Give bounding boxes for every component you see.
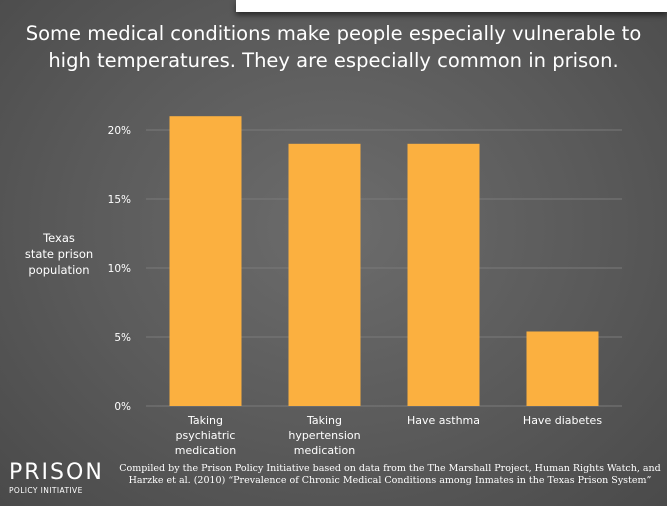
- bar: [169, 116, 242, 406]
- y-axis-label: Texas state prison population: [24, 230, 94, 278]
- bar: [526, 331, 599, 406]
- y-tick-label: 20%: [108, 125, 131, 137]
- bar: [407, 143, 480, 407]
- y-tick-label: 0%: [114, 401, 131, 413]
- chart-title: Some medical conditions make people espe…: [0, 20, 667, 74]
- x-tick-label: Have asthma: [407, 414, 480, 427]
- bar: [288, 143, 361, 407]
- y-tick-label: 10%: [108, 263, 131, 275]
- chart-title-line: high temperatures. They are especially c…: [48, 49, 619, 72]
- logo-wordmark: PRISON: [9, 460, 104, 485]
- overlapping-window-edge: [236, 0, 667, 12]
- source-note-line: Harzke et al. (2010) “Prevalence of Chro…: [128, 475, 652, 486]
- y-axis-label-line: Texas: [43, 231, 75, 245]
- y-tick-label: 5%: [114, 332, 131, 344]
- y-axis-label-line: state prison: [24, 247, 94, 261]
- source-note-line: Compiled by the Prison Policy Initiative…: [119, 463, 661, 474]
- x-tick-label: Taking psychiatric medication: [175, 414, 236, 457]
- y-axis-label-line: population: [28, 263, 90, 277]
- logo-subtitle: POLICY INITIATIVE: [9, 486, 83, 495]
- x-tick-label: Have diabetes: [523, 414, 602, 427]
- prison-policy-initiative-logo: PRISON POLICY INITIATIVE: [9, 460, 104, 496]
- source-note: Compiled by the Prison Policy Initiative…: [118, 463, 662, 487]
- y-tick-label: 15%: [108, 194, 131, 206]
- chart-title-line: Some medical conditions make people espe…: [25, 22, 642, 45]
- x-tick-label: Taking hypertension medication: [288, 414, 360, 457]
